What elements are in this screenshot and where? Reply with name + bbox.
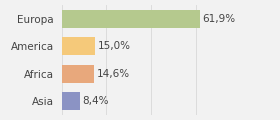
Text: 14,6%: 14,6% [97, 69, 130, 79]
Text: 8,4%: 8,4% [83, 96, 109, 106]
Text: 61,9%: 61,9% [202, 14, 236, 24]
Bar [62, 65, 94, 83]
Text: 15,0%: 15,0% [97, 41, 130, 51]
Bar [62, 10, 200, 28]
Bar [62, 37, 95, 55]
Bar [62, 92, 80, 110]
